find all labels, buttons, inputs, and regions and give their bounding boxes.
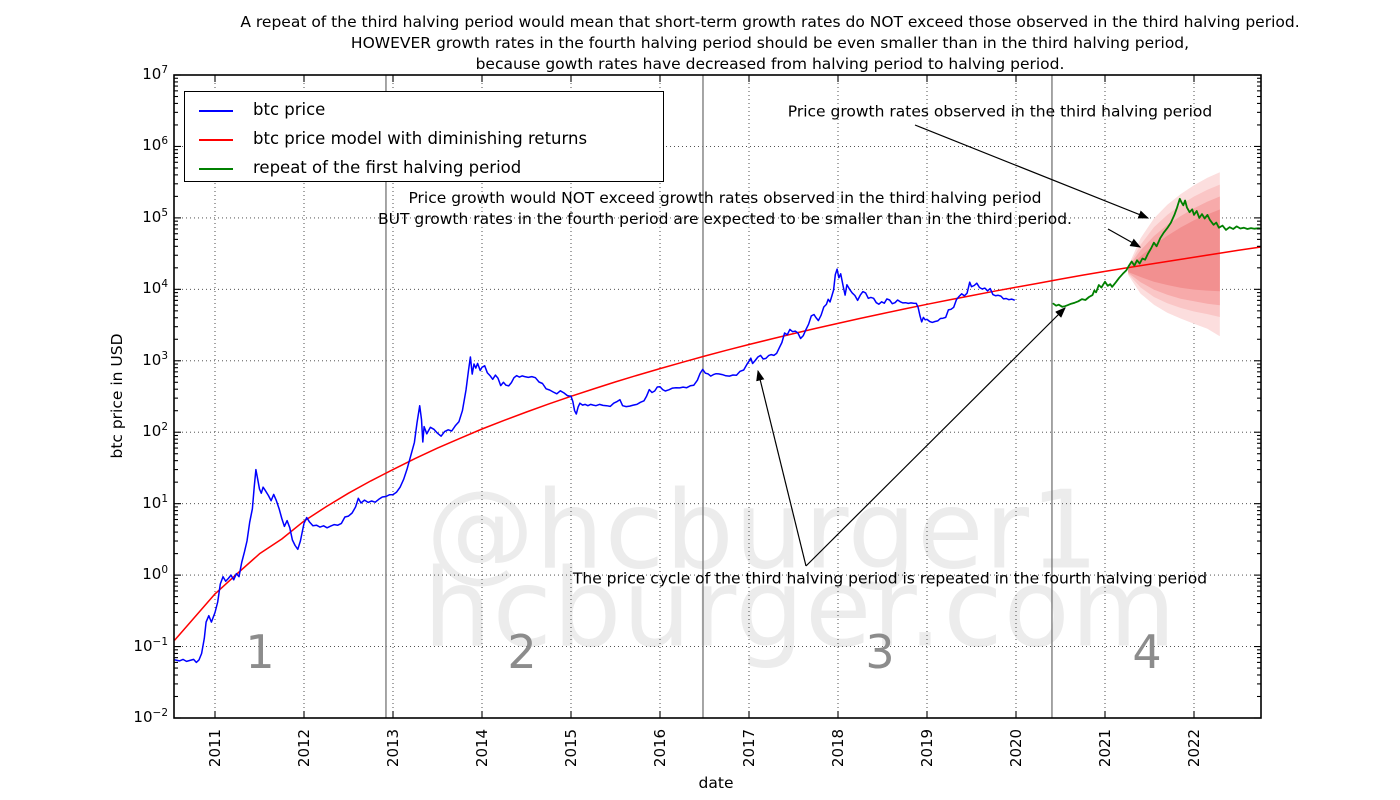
- annotation-third-period-growth: Price growth rates observed in the third…: [787, 102, 1213, 121]
- title-line-2: HOWEVER growth rates in the fourth halvi…: [350, 34, 1190, 52]
- halving-period-number: 3: [865, 625, 895, 679]
- y-tick-label: 101: [142, 492, 168, 512]
- x-tick-label: 2011: [206, 728, 224, 768]
- watermark-handle: @hcburger1: [426, 468, 1100, 594]
- x-tick-label: 2013: [384, 728, 402, 768]
- annotation-not-exceed-line-2: BUT growth rates in the fourth period ar…: [378, 210, 1072, 228]
- legend-label: repeat of the first halving period: [253, 158, 522, 177]
- x-tick-label: 2019: [918, 728, 936, 768]
- annotation-not-exceed-line-1: Price growth would NOT exceed growth rat…: [408, 189, 1042, 207]
- y-tick-label: 104: [142, 278, 168, 298]
- x-tick-label: 2022: [1185, 728, 1203, 768]
- legend-label: btc price model with diminishing returns: [253, 129, 588, 148]
- legend-item: btc price model with diminishing returns: [185, 126, 663, 155]
- y-tick-label: 105: [142, 206, 168, 226]
- legend-line-swatch: [199, 110, 233, 113]
- x-tick-label: 2020: [1007, 728, 1025, 768]
- y-tick-label: 100: [142, 564, 168, 584]
- halving-period-number: 2: [507, 625, 537, 679]
- x-axis-label: date: [698, 774, 734, 792]
- annotation-not-exceed: Price growth would NOT exceed growth rat…: [378, 188, 1072, 230]
- legend-item: btc price: [185, 97, 663, 126]
- halving-period-number: 4: [1132, 625, 1162, 679]
- x-tick-label: 2018: [829, 728, 847, 768]
- x-tick-label: 2012: [295, 728, 313, 768]
- title-line-3: because gowth rates have decreased from …: [475, 55, 1065, 73]
- x-tick-label: 2021: [1096, 728, 1114, 768]
- title-line-1: A repeat of the third halving period wou…: [240, 13, 1300, 31]
- watermark-domain: hcburger.com: [423, 546, 1177, 672]
- legend-line-swatch: [199, 168, 233, 171]
- legend-item: repeat of the first halving period: [185, 155, 663, 184]
- y-tick-label: 106: [142, 135, 168, 155]
- y-tick-label: 102: [142, 421, 168, 441]
- legend: btc price btc price model with diminishin…: [184, 91, 664, 182]
- annotation-cycle-repeated: The price cycle of the third halving per…: [572, 569, 1208, 588]
- legend-label: btc price: [253, 100, 326, 119]
- x-tick-label: 2014: [473, 728, 491, 768]
- y-tick-label: 107: [142, 64, 168, 83]
- x-tick-label: 2017: [740, 728, 758, 768]
- y-tick-label: 103: [142, 349, 168, 369]
- x-tick-label: 2015: [562, 728, 580, 768]
- x-tick-label: 2016: [651, 728, 669, 768]
- y-tick-label: 10−1: [133, 635, 168, 655]
- y-tick-label: 10−2: [133, 706, 168, 726]
- legend-line-swatch: [199, 139, 233, 142]
- halving-period-number: 1: [245, 625, 275, 679]
